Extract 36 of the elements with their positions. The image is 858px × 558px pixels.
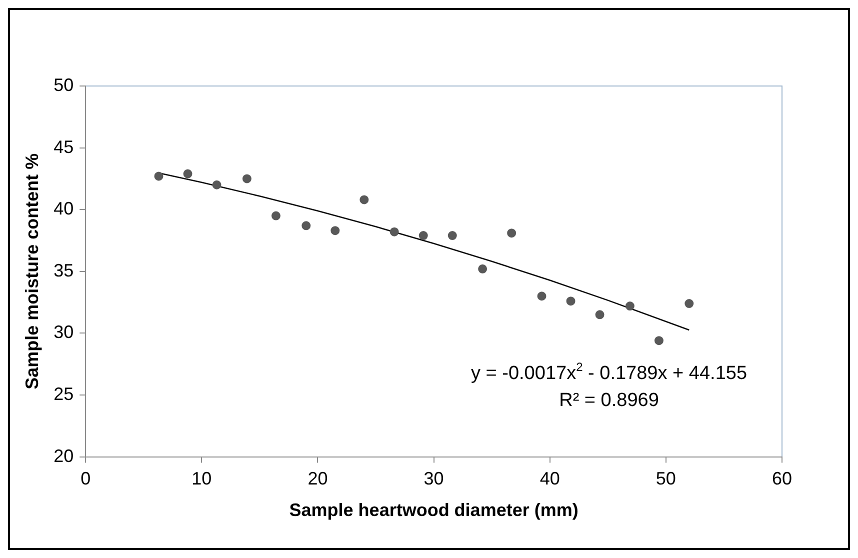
y-axis-title: Sample moisture content %: [22, 153, 42, 390]
y-tick-label: 35: [54, 260, 74, 280]
point: [537, 292, 546, 301]
y-tick-label: 20: [54, 446, 74, 466]
point: [625, 302, 634, 311]
point: [183, 169, 192, 178]
x-tick-label: 30: [424, 468, 444, 489]
y-tick-label: 25: [54, 384, 74, 404]
point: [271, 211, 280, 220]
x-tick-label: 40: [540, 468, 560, 489]
x-tick-label: 10: [192, 468, 212, 489]
point: [507, 228, 516, 238]
point: [478, 264, 488, 274]
point: [684, 299, 694, 308]
y-tick-label: 40: [54, 198, 74, 219]
point: [154, 172, 164, 181]
point: [566, 296, 576, 306]
x-axis-title: Sample heartwood diameter (mm): [289, 500, 578, 520]
x-tick-label: 20: [308, 468, 328, 489]
point: [330, 226, 340, 236]
point: [360, 195, 369, 204]
y-tick-label: 45: [54, 136, 74, 157]
point: [448, 231, 457, 240]
point: [390, 227, 399, 236]
point: [654, 336, 664, 346]
point: [242, 174, 252, 184]
x-tick-label: 50: [656, 468, 676, 489]
y-tick-label: 30: [54, 322, 74, 342]
point: [212, 180, 222, 190]
x-tick-label: 60: [772, 468, 792, 489]
point: [302, 221, 311, 230]
x-tick-label: 0: [80, 468, 91, 489]
annotation: R² = 0.8969: [559, 390, 659, 411]
point: [595, 310, 604, 320]
point: [418, 231, 428, 240]
y-tick-label: 50: [54, 74, 74, 95]
